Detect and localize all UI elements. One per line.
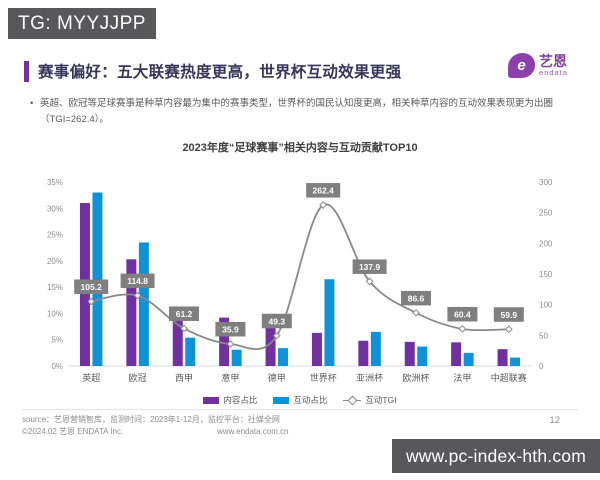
tgi-line-swatch <box>343 395 362 406</box>
svg-text:25%: 25% <box>47 231 63 240</box>
svg-text:114.8: 114.8 <box>127 276 148 286</box>
bullet-text: 英超、欧冠等足球赛事是种草内容最为集中的赛事类型，世界杯的国民认知度更高，相关种… <box>40 98 554 125</box>
svg-text:35.9: 35.9 <box>222 324 239 334</box>
svg-text:300: 300 <box>539 178 553 187</box>
chart-title: 2023年度“足球赛事”相关内容与互动贡献TOP10 <box>182 142 418 154</box>
svg-text:50: 50 <box>539 331 548 340</box>
tg-badge: TG: MYYJJPP <box>8 8 156 39</box>
svg-text:49.3: 49.3 <box>269 316 286 326</box>
legend-label: 互动占比 <box>293 395 328 405</box>
svg-text:西甲: 西甲 <box>175 373 193 383</box>
copyright-note: ©2024.02 艺恩 ENDATA Inc. <box>22 427 124 437</box>
svg-text:20%: 20% <box>47 257 63 266</box>
svg-text:61.2: 61.2 <box>176 309 193 319</box>
svg-text:欧洲杯: 欧洲杯 <box>402 372 429 383</box>
legend-item-interaction-share: 互动占比 <box>273 394 327 406</box>
bullet-marker: • <box>30 98 34 109</box>
chart-legend: 内容占比 互动占比 互动TGI <box>0 394 600 406</box>
slide-header: 赛事偏好：五大联赛热度更高，世界杯互动效果更强 <box>24 54 576 88</box>
svg-text:60.4: 60.4 <box>454 309 471 319</box>
svg-text:15%: 15% <box>47 283 63 292</box>
svg-text:86.6: 86.6 <box>408 293 425 303</box>
watermark-banner: www.pc-index-hth.com <box>392 439 600 473</box>
legend-label: 互动TGI <box>365 395 397 405</box>
interaction-share-swatch <box>273 396 290 404</box>
svg-text:0: 0 <box>539 362 544 371</box>
svg-text:200: 200 <box>539 239 553 248</box>
logo-name: 艺恩 <box>539 53 568 70</box>
slide-footer: source：艺恩营销智库，监测时间：2023年1-12月，监控平台：社媒全网 … <box>22 409 578 439</box>
svg-text:欧冠: 欧冠 <box>129 372 147 383</box>
svg-text:亚洲杯: 亚洲杯 <box>356 372 383 383</box>
svg-text:英超: 英超 <box>82 372 100 383</box>
svg-text:世界杯: 世界杯 <box>310 372 337 383</box>
title-accent-bar <box>24 60 29 82</box>
endata-logo-icon: e <box>508 53 536 78</box>
legend-item-content-share: 内容占比 <box>203 394 257 406</box>
svg-text:法甲: 法甲 <box>453 372 471 383</box>
svg-text:35%: 35% <box>47 178 63 187</box>
page-title: 赛事偏好：五大联赛热度更高，世界杯互动效果更强 <box>38 64 402 81</box>
svg-text:中超联赛: 中超联赛 <box>491 372 527 383</box>
combo-chart: 0% 5% 10% 15% 20% 25% 30% 35% 0 50 100 150 200 250 300… <box>47 178 553 383</box>
legend-item-tgi: 互动TGI <box>343 394 397 406</box>
page-number: 12 <box>549 415 560 426</box>
source-note: source：艺恩营销智库，监测时间：2023年1-12月，监控平台：社媒全网 <box>22 415 280 424</box>
endata-logo: e 艺恩 endata <box>508 53 568 78</box>
summary-bullet: • 英超、欧冠等足球赛事是种草内容最为集中的赛事类型，世界杯的国民认知度更高，相… <box>30 96 575 127</box>
svg-text:100: 100 <box>539 301 553 310</box>
svg-text:59.9: 59.9 <box>501 310 518 320</box>
svg-text:10%: 10% <box>47 309 63 318</box>
content-share-swatch <box>203 396 220 404</box>
legend-label: 内容占比 <box>223 395 258 405</box>
svg-text:262.4: 262.4 <box>313 186 335 196</box>
website-link[interactable]: www.endata.com.cn <box>217 427 289 437</box>
svg-text:德甲: 德甲 <box>268 372 286 383</box>
svg-text:30%: 30% <box>47 204 63 213</box>
svg-text:250: 250 <box>539 209 553 218</box>
logo-subtitle: endata <box>539 68 568 78</box>
svg-text:5%: 5% <box>51 336 63 345</box>
svg-text:意甲: 意甲 <box>221 372 239 383</box>
svg-text:0%: 0% <box>51 362 63 371</box>
svg-text:150: 150 <box>539 270 553 279</box>
svg-text:105.2: 105.2 <box>81 282 103 292</box>
svg-text:137.9: 137.9 <box>359 262 381 272</box>
